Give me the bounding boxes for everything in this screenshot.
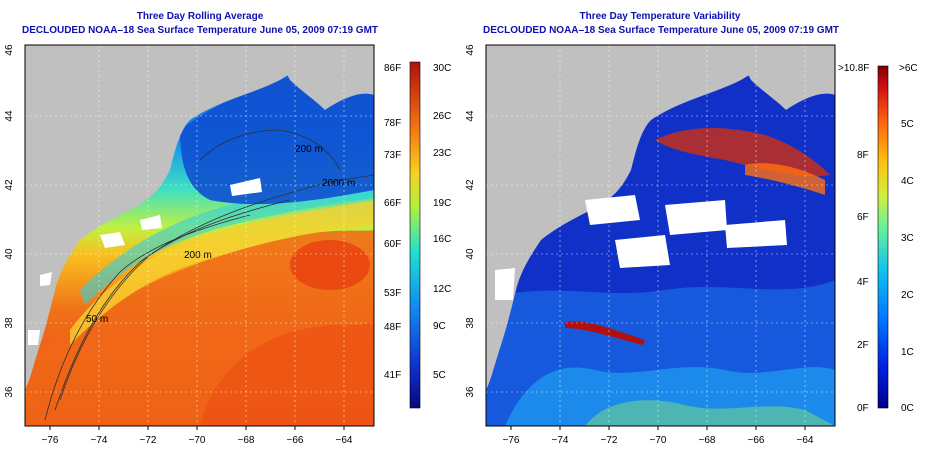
right-x-tick-7: −64 xyxy=(797,435,814,446)
right-y-tick-36: 36 xyxy=(465,386,476,398)
right-title-1: Three Day Temperature Variability xyxy=(579,11,741,22)
right-y-tick-44: 44 xyxy=(465,110,476,122)
left-x-tick-3: −72 xyxy=(140,435,157,446)
right-hotspot-gom xyxy=(655,128,830,177)
left-x-tick-4: −70 xyxy=(189,435,206,446)
left-x-tick-6: −66 xyxy=(287,435,304,446)
left-cb-f-41: 41F xyxy=(384,370,401,381)
right-x-tick-3: −72 xyxy=(601,435,618,446)
left-cb-c-5: 5C xyxy=(433,370,446,381)
right-y-tick-38: 38 xyxy=(465,317,476,329)
right-cb-f-max: >10.8F xyxy=(838,63,869,74)
left-x-tick-7: −64 xyxy=(336,435,353,446)
left-y-tick-38: 38 xyxy=(4,317,15,329)
left-cb-f-86: 86F xyxy=(384,63,401,74)
left-x-tick-2: −74 xyxy=(91,435,108,446)
left-contour-gom xyxy=(199,129,341,171)
right-variability-map: −76 −74 −72 −70 −68 −66 −64 36 38 40 42 … xyxy=(465,44,918,446)
right-x-axis xyxy=(510,426,806,430)
left-colorbar xyxy=(409,61,421,409)
right-cb-c-4: 4C xyxy=(901,176,914,187)
left-grid xyxy=(25,45,374,426)
left-y-tick-44: 44 xyxy=(4,110,15,122)
left-cb-f-48: 48F xyxy=(384,322,401,333)
right-hotspot-band xyxy=(565,321,645,345)
left-contour-50m xyxy=(44,214,251,421)
right-hotspot-orange xyxy=(745,163,825,195)
right-cb-f-0: 0F xyxy=(857,403,869,414)
left-title-2: DECLOUDED NOAA–18 Sea Surface Temperatur… xyxy=(21,25,379,36)
right-x-tick-4: −70 xyxy=(650,435,667,446)
left-cb-c-16: 16C xyxy=(433,234,451,245)
left-sst-map: 200 m 2000 m 200 m 50 m −76 −74 −72 −70 … xyxy=(4,44,451,446)
left-cb-f-66: 66F xyxy=(384,198,401,209)
right-y-tick-40: 40 xyxy=(465,248,476,260)
left-cb-c-30: 30C xyxy=(433,63,451,74)
left-cb-c-19: 19C xyxy=(433,198,451,209)
right-x-tick-5: −68 xyxy=(699,435,716,446)
right-cb-c-5: 5C xyxy=(901,119,914,130)
right-cb-c-1: 1C xyxy=(901,347,914,358)
right-land-us xyxy=(486,45,835,390)
left-frame xyxy=(24,44,375,427)
left-y-tick-40: 40 xyxy=(4,248,15,260)
left-land-nova-scotia xyxy=(280,45,374,110)
right-cb-f-2: 2F xyxy=(857,340,869,351)
left-cb-f-73: 73F xyxy=(384,150,401,161)
right-cb-f-6: 6F xyxy=(857,212,869,223)
left-contour-200m xyxy=(54,199,291,411)
left-x-tick-1: −76 xyxy=(42,435,59,446)
left-x-axis xyxy=(49,426,345,430)
left-cb-c-26: 26C xyxy=(433,111,451,122)
right-title-2: DECLOUDED NOAA–18 Sea Surface Temperatur… xyxy=(482,25,840,36)
right-variability-green xyxy=(585,400,835,426)
left-cb-f-60: 60F xyxy=(384,239,401,250)
right-x-tick-2: −74 xyxy=(552,435,569,446)
right-land-nova-scotia xyxy=(741,45,835,110)
right-x-tick-6: −66 xyxy=(748,435,765,446)
right-y-tick-46: 46 xyxy=(465,44,476,56)
left-title-1: Three Day Rolling Average xyxy=(136,11,264,22)
right-cb-c-max: >6C xyxy=(899,63,918,74)
right-cb-c-2: 2C xyxy=(901,290,914,301)
right-y-tick-42: 42 xyxy=(465,179,476,191)
right-clouds xyxy=(495,195,787,300)
left-cb-c-23: 23C xyxy=(433,148,451,159)
left-eddy xyxy=(290,240,370,290)
left-cb-c-9: 9C xyxy=(433,321,446,332)
left-y-tick-46: 46 xyxy=(4,44,15,56)
left-contour-label-2: 2000 m xyxy=(322,178,355,189)
right-cb-c-3: 3C xyxy=(901,233,914,244)
right-cb-c-0: 0C xyxy=(901,403,914,414)
right-cb-f-4: 4F xyxy=(857,277,869,288)
left-clouds-2 xyxy=(28,272,52,345)
left-cb-f-53: 53F xyxy=(384,288,401,299)
right-cb-f-8: 8F xyxy=(857,150,869,161)
left-land-us xyxy=(25,45,374,390)
left-warm-core xyxy=(200,320,374,426)
right-frame xyxy=(485,44,836,427)
left-cb-f-78: 78F xyxy=(384,118,401,129)
left-slope-water xyxy=(70,200,374,345)
left-cool-band xyxy=(80,175,374,305)
right-colorbar xyxy=(877,65,889,409)
left-x-tick-5: −68 xyxy=(238,435,255,446)
left-y-tick-36: 36 xyxy=(4,386,15,398)
right-grid xyxy=(486,45,835,426)
left-contour-label-1: 200 m xyxy=(295,144,323,155)
right-x-tick-1: −76 xyxy=(503,435,520,446)
left-cb-c-12: 12C xyxy=(433,284,451,295)
left-y-tick-42: 42 xyxy=(4,179,15,191)
left-contour-label-4: 50 m xyxy=(86,314,108,325)
left-contour-label-3: 200 m xyxy=(184,250,212,261)
